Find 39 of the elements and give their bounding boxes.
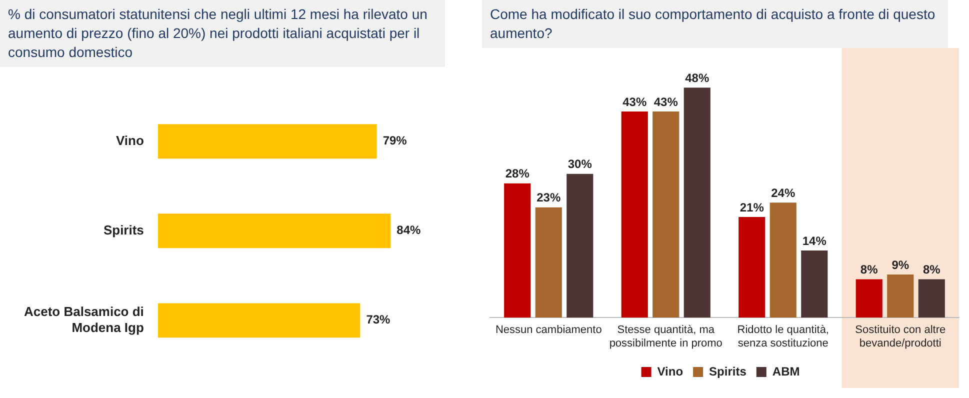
bar bbox=[856, 279, 882, 318]
bar bbox=[684, 88, 710, 318]
chart-title: Come ha modificato il suo comportamento di acquisto a fronte di questo aumento? bbox=[482, 0, 948, 48]
x-tick-label: Stesse quantità, ma possibilmente in promo bbox=[609, 324, 722, 350]
chart-title: % di consumatori statunitensi che negli ultimi 12 mesi ha rilevato un aumento di prezzo (fino al 20%) nei prodotti italiani acquistati per il consumo domestico bbox=[0, 0, 445, 67]
bar bbox=[566, 174, 594, 318]
data-label: 23% bbox=[536, 190, 561, 205]
bar bbox=[918, 279, 945, 318]
data-label: 30% bbox=[568, 157, 592, 172]
bar bbox=[770, 202, 796, 318]
bar bbox=[621, 112, 648, 318]
x-tick-label: Nessun cambiamento bbox=[495, 324, 602, 336]
data-label: 8% bbox=[922, 262, 941, 277]
legend-label: Spirits bbox=[709, 364, 747, 378]
bar bbox=[652, 112, 680, 318]
data-label: 43% bbox=[622, 94, 647, 109]
x-tick-label: Ridotto le quantità, senza sostituzione bbox=[737, 324, 829, 350]
data-label: 84% bbox=[396, 223, 422, 238]
legend-label: ABM bbox=[772, 364, 800, 378]
bar bbox=[535, 207, 562, 318]
y-tick-label: Spirits bbox=[103, 222, 144, 238]
bar bbox=[504, 183, 531, 318]
data-label: 8% bbox=[860, 262, 878, 277]
data-label: 9% bbox=[892, 258, 910, 272]
data-label: 43% bbox=[654, 94, 678, 109]
legend-label: Vino bbox=[657, 364, 684, 378]
y-tick-label: Aceto Balsamico di Modena Igp bbox=[24, 304, 144, 335]
bar bbox=[738, 216, 766, 318]
data-label: 14% bbox=[802, 234, 827, 248]
bar bbox=[801, 250, 828, 318]
x-tick-label: Sostituito con altre bevande/prodotti bbox=[855, 324, 946, 350]
data-label: 28% bbox=[505, 166, 530, 181]
data-label: 48% bbox=[685, 70, 710, 85]
data-label: 79% bbox=[382, 134, 408, 148]
data-label: 21% bbox=[740, 200, 764, 214]
data-label: 73% bbox=[366, 312, 391, 327]
data-label: 24% bbox=[771, 186, 796, 200]
y-tick-label: Vino bbox=[116, 132, 144, 148]
bar bbox=[887, 274, 914, 318]
